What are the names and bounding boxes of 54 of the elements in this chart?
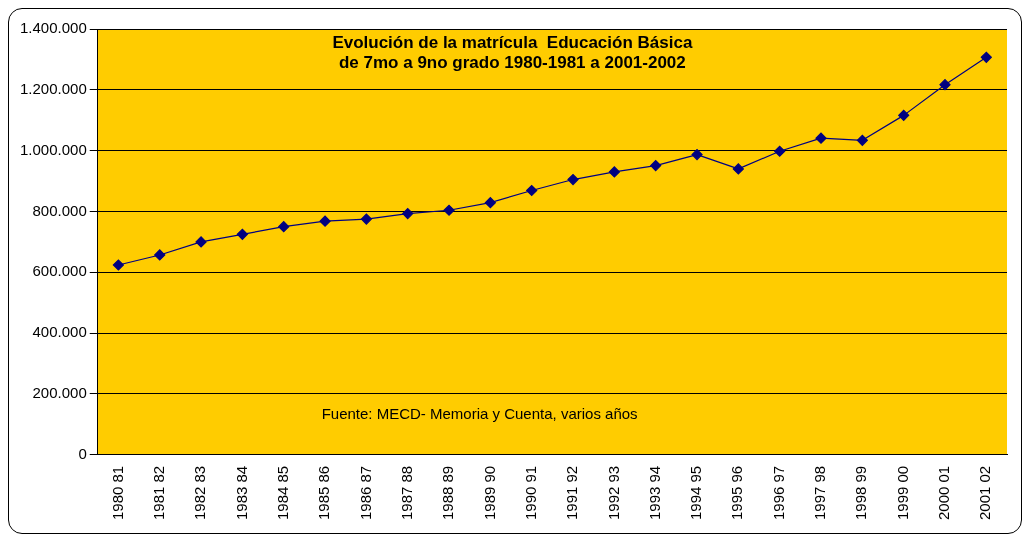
point <box>402 208 414 220</box>
x-tick-label: 1998 99 <box>852 465 870 521</box>
x-tick-label: 1984 85 <box>273 465 291 521</box>
point <box>898 109 910 121</box>
point <box>650 159 662 172</box>
x-tick-label: 2001 02 <box>976 465 994 521</box>
x-tick-label: 1982 83 <box>191 465 209 521</box>
point <box>691 149 703 161</box>
point <box>608 166 620 178</box>
point <box>278 221 290 233</box>
y-tick-label: 0 <box>78 444 87 462</box>
y-tick-label: 400.000 <box>32 323 87 341</box>
y-tick-label: 1.000.000 <box>20 140 87 158</box>
point <box>526 184 538 197</box>
point <box>484 197 496 209</box>
point <box>939 79 951 91</box>
point <box>154 249 166 261</box>
x-tick-label: 1986 87 <box>356 465 374 521</box>
x-tick-label: 1980 81 <box>108 465 126 521</box>
annotation: Fuente: MECD- Memoria y Cuenta, varios años <box>321 404 638 422</box>
y-tick-label: 1.400.000 <box>20 19 87 37</box>
y-tick-label: 600.000 <box>32 262 87 280</box>
point <box>774 145 786 157</box>
x-tick-label: 1997 98 <box>811 465 829 521</box>
y-tick-label: 200.000 <box>32 384 87 402</box>
point <box>732 163 744 175</box>
x-tick-label: 1996 97 <box>769 465 787 521</box>
text: Evolución de la matrícula Educación Básica de 7mo a 9no grado 1980-1981 a 2001-2002 <box>332 33 693 73</box>
x-tick-label: 1987 88 <box>397 465 415 521</box>
point <box>980 51 992 63</box>
x-tick-label: 1990 91 <box>521 465 539 521</box>
x-tick-label: 1992 93 <box>604 465 622 521</box>
x-tick-label: 1989 90 <box>480 465 498 521</box>
point <box>567 173 579 186</box>
x-tick-label: 1985 86 <box>315 465 333 521</box>
x-tick-label: 1994 95 <box>687 465 705 521</box>
x-tick-label: 1983 84 <box>232 465 250 521</box>
point <box>443 204 455 216</box>
point <box>112 259 124 271</box>
point <box>195 236 207 248</box>
x-tick-label: 1999 00 <box>893 465 911 521</box>
x-tick-label: 1995 96 <box>728 465 746 521</box>
point <box>236 228 248 240</box>
x-tick-label: 1981 82 <box>149 465 167 521</box>
point <box>815 132 827 144</box>
x-tick-label: 2000 01 <box>935 465 953 521</box>
x-tick-label: 1993 94 <box>645 465 663 521</box>
y-tick-label: 1.200.000 <box>20 79 87 97</box>
point <box>856 134 868 146</box>
point <box>360 213 372 225</box>
x-tick-label: 1991 92 <box>563 465 581 521</box>
y-tick-label: 800.000 <box>32 201 87 219</box>
point <box>319 215 331 227</box>
x-tick-label: 1988 89 <box>439 465 457 521</box>
